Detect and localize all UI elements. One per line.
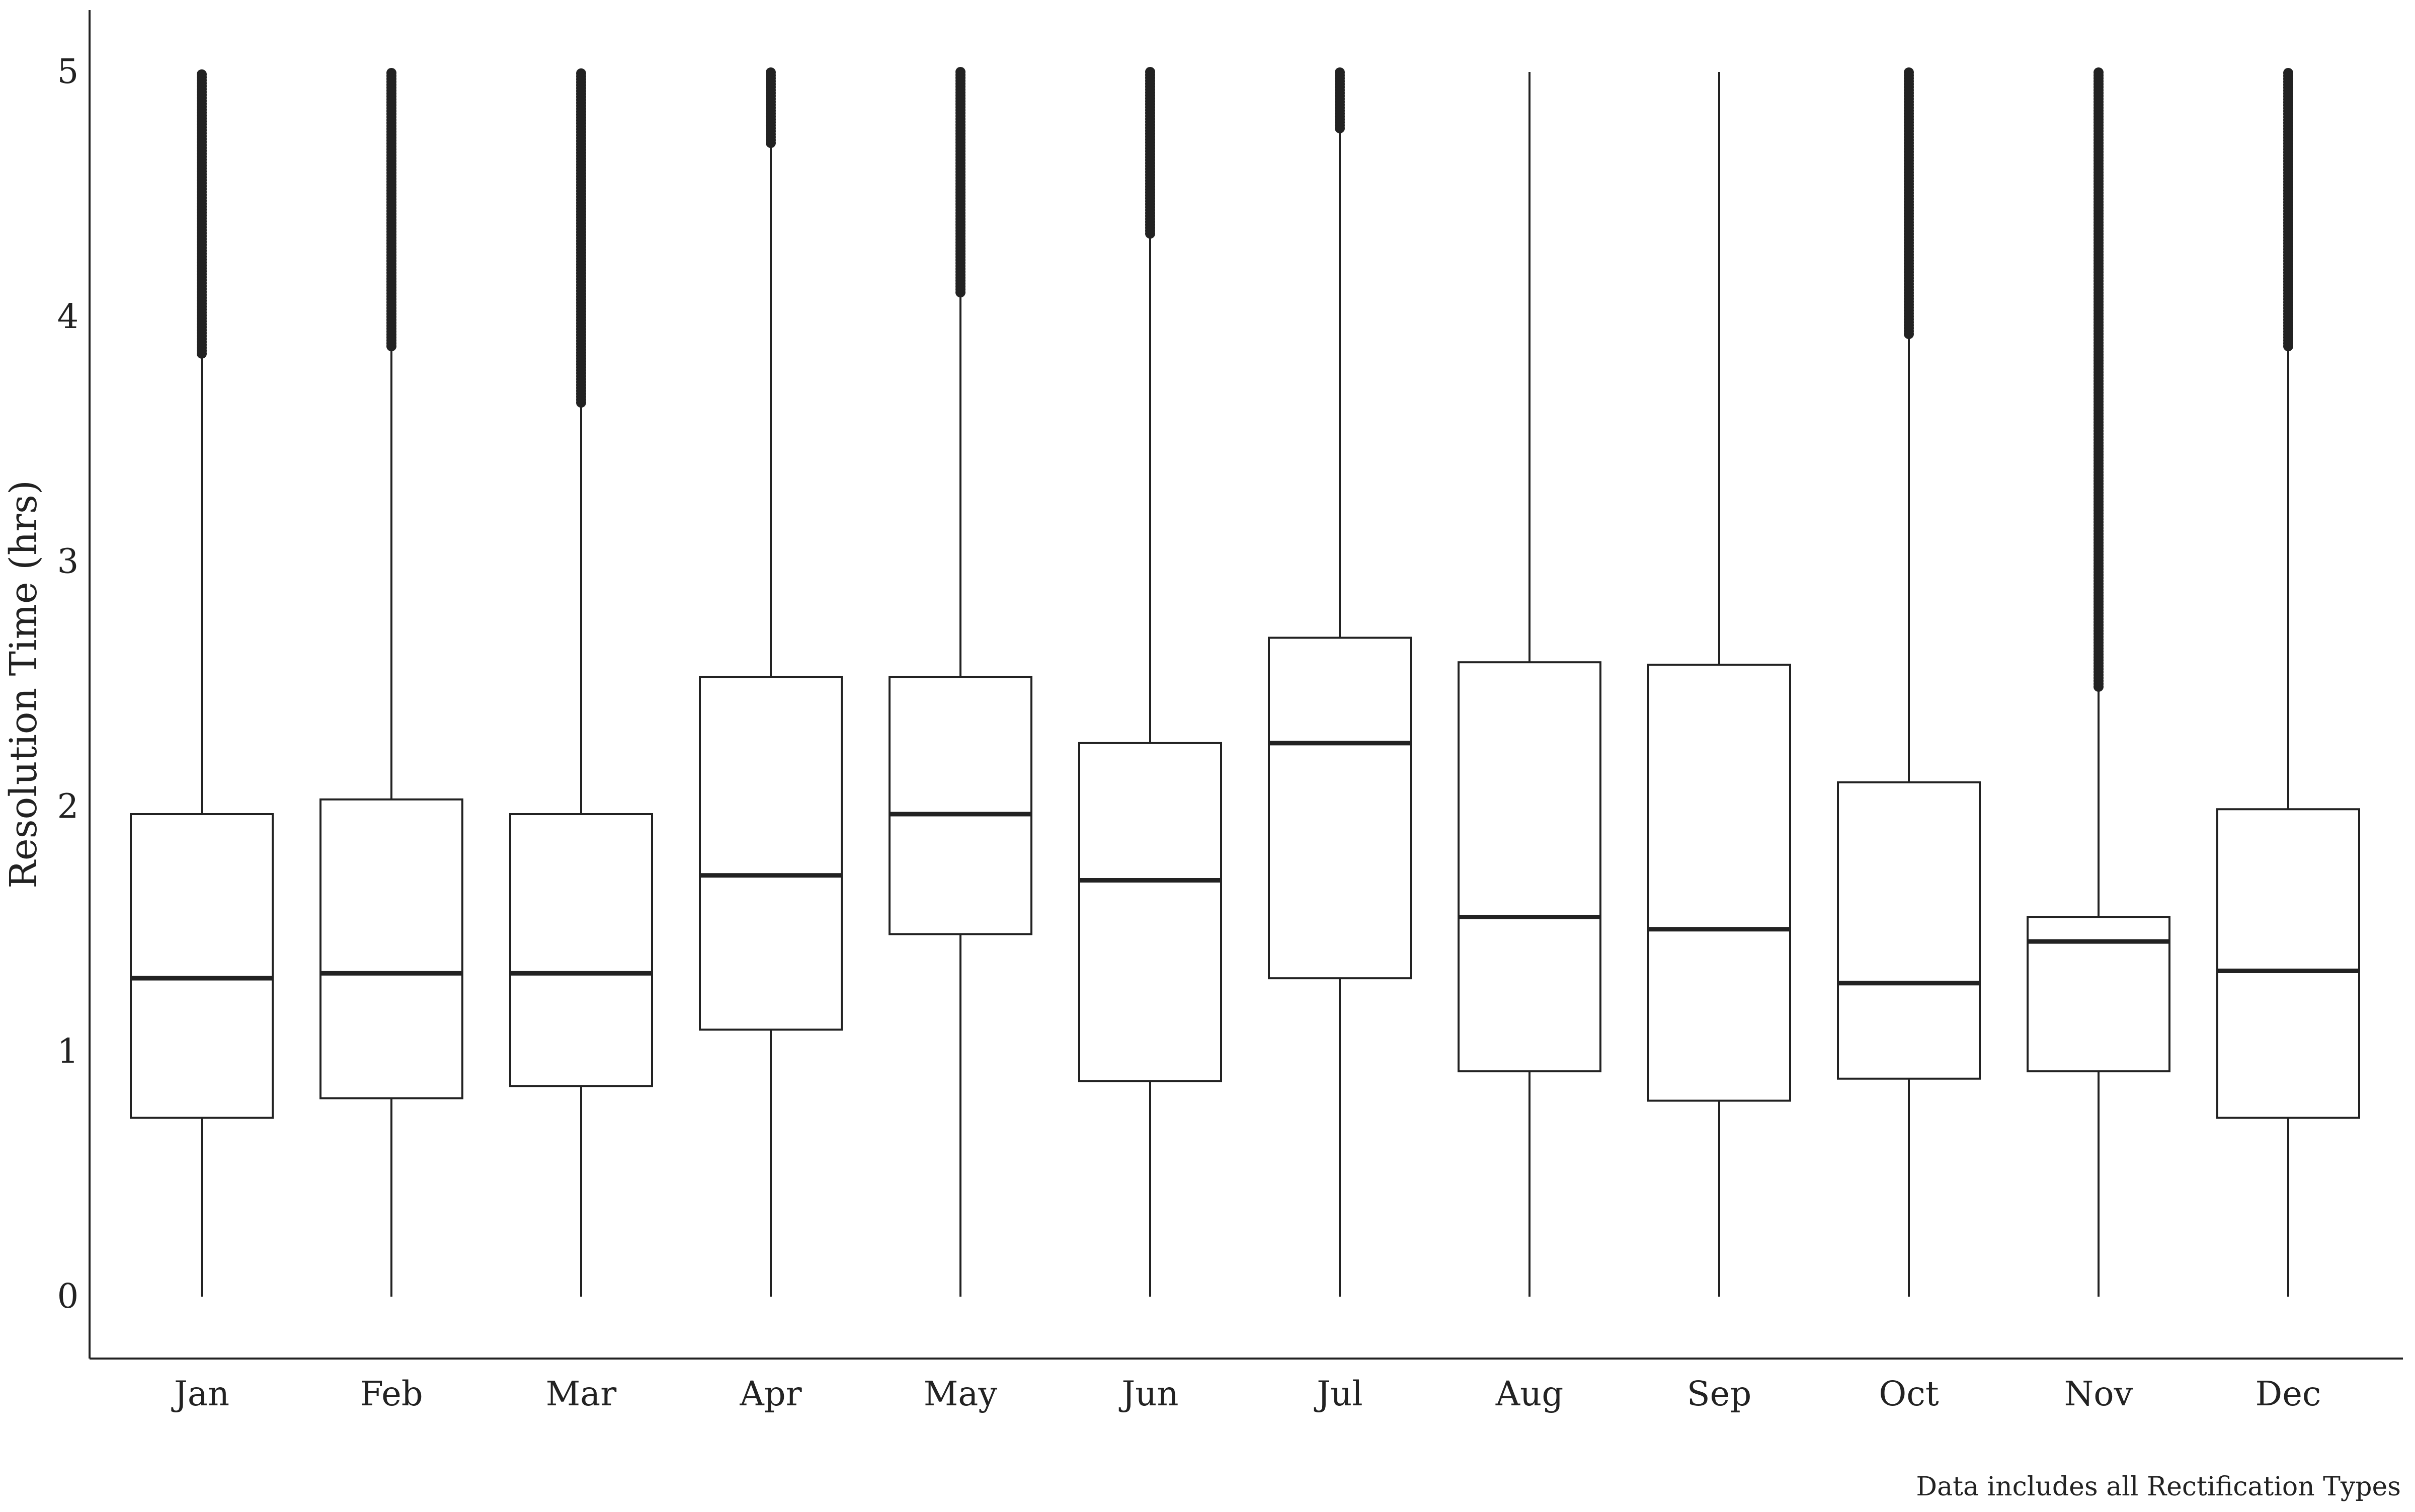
y-tick-label: 5 [57,52,79,91]
y-tick-label: 2 [57,786,79,826]
box-group [699,67,843,1297]
iqr-box [1268,636,1412,980]
x-tick-label: Dec [2256,1374,2321,1413]
iqr-box [1078,742,1222,1082]
box-group [1078,67,1222,1297]
x-tick-label: Apr [739,1374,802,1413]
outlier-point [1145,67,1155,77]
iqr-box [319,798,463,1099]
x-tick-label: Jun [1118,1374,1178,1413]
x-tick-label: Sep [1687,1374,1751,1413]
box-group [319,67,463,1297]
box-group [509,68,653,1297]
outlier-point [766,67,776,77]
x-tick-labels: Jan Feb Mar Apr May Jun Jul Aug Sep Oct Nov Dec [171,1374,2321,1413]
outlier-point [2094,67,2104,77]
x-tick-label: Mar [546,1374,617,1413]
iqr-box [130,813,274,1119]
iqr-box [889,676,1032,935]
y-tick-labels: 0 1 2 3 4 5 [57,52,79,1316]
box-group [1647,72,1791,1297]
outlier-point [1335,67,1345,77]
outlier-point [576,68,586,78]
x-tick-label: Oct [1879,1374,1939,1413]
y-axis-title: Resolution Time (hrs) [2,480,45,889]
x-tick-label: Jul [1314,1374,1362,1413]
y-tick-label: 3 [57,542,79,581]
iqr-box [2216,808,2360,1119]
box-group [2027,67,2170,1297]
box-group [2216,67,2360,1297]
y-tick-label: 1 [57,1031,79,1071]
iqr-box [509,813,653,1087]
outlier-point [1904,67,1914,77]
box-group [889,67,1032,1297]
boxes-layer [130,67,2360,1297]
x-tick-label: Jan [171,1374,229,1413]
x-tick-label: Aug [1495,1374,1563,1413]
box-group [1268,67,1412,1297]
iqr-box [1458,661,1601,1073]
x-tick-label: Nov [2064,1374,2133,1413]
outlier-point [386,67,396,78]
iqr-box [699,676,843,1031]
x-tick-label: May [924,1374,998,1413]
y-tick-label: 4 [57,297,79,336]
box-group [130,69,274,1297]
iqr-box [1647,664,1791,1102]
iqr-box [1837,781,1981,1080]
box-group [1837,67,1981,1297]
outlier-point [955,67,965,77]
box-group [1458,72,1601,1297]
outlier-point [197,69,207,79]
outlier-point [2283,67,2293,78]
y-tick-label: 0 [57,1277,79,1316]
chart-caption: Data includes all Rectification Types [1916,1472,2401,1502]
x-tick-label: Feb [360,1374,423,1413]
